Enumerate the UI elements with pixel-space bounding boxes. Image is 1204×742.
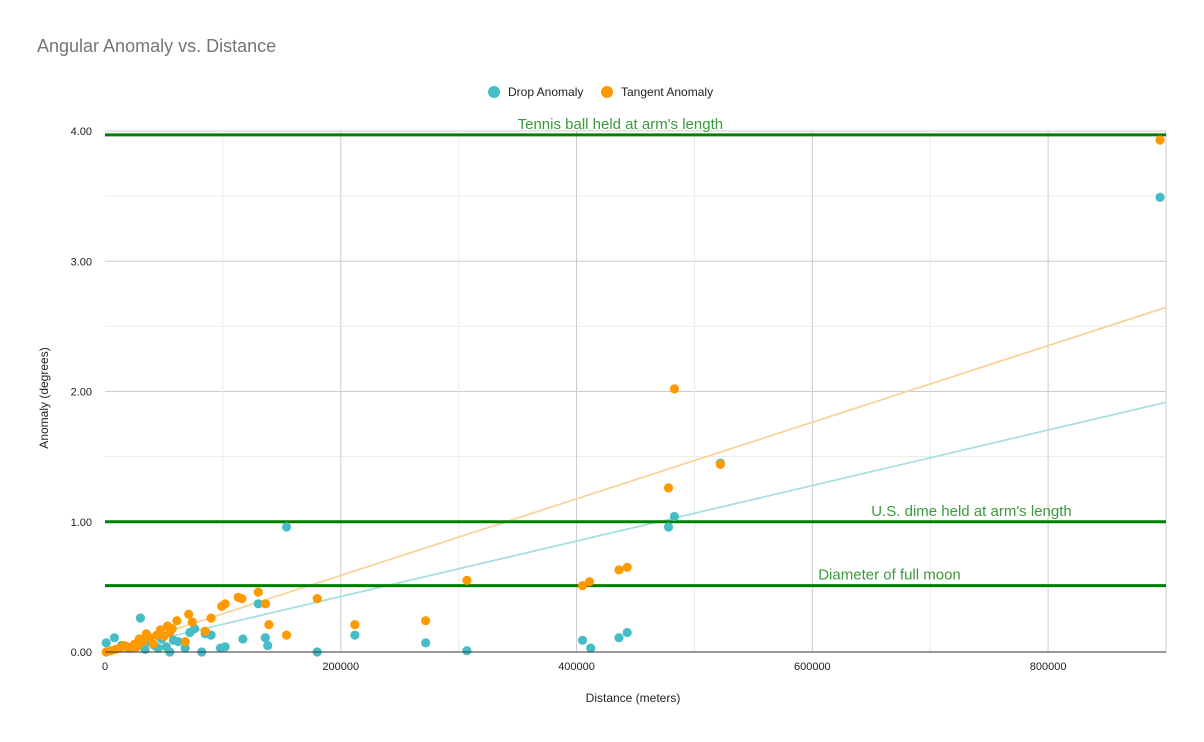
tangent-anomaly-point xyxy=(584,577,595,587)
drop-anomaly-point xyxy=(253,599,263,609)
reference-line-label: U.S. dime held at arm's length xyxy=(871,503,1071,520)
tangent-anomaly-point xyxy=(281,630,292,640)
drop-anomaly-point xyxy=(614,633,624,643)
drop-anomaly-point xyxy=(140,644,150,655)
drop-anomaly-point xyxy=(263,640,273,651)
chart-title: Angular Anomaly vs. Distance xyxy=(37,36,277,56)
tangent-anomaly-point xyxy=(614,565,624,575)
reference-line-label: Tennis ball held at arm's length xyxy=(518,116,723,133)
tangent-anomaly-point xyxy=(669,384,680,394)
tangent-anomaly-point xyxy=(715,459,726,469)
reference-lines: Tennis ball held at arm's length U.S. dim… xyxy=(105,116,1166,588)
tangent-anomaly-point xyxy=(253,587,263,597)
data-points xyxy=(101,135,1165,657)
drop-anomaly-point xyxy=(281,522,292,532)
x-tick-label: 400000 xyxy=(558,661,595,673)
trendlines xyxy=(104,306,1167,653)
tangent-anomaly-point xyxy=(180,637,190,647)
tangent-anomaly-point xyxy=(184,609,194,619)
tangent-anomaly-point xyxy=(167,624,177,634)
tangent-anomaly-point xyxy=(622,562,632,572)
drop-anomaly-point xyxy=(421,638,431,648)
tangent-anomaly-point xyxy=(462,575,472,586)
drop-anomaly-point xyxy=(663,522,674,532)
drop-anomaly-point xyxy=(586,643,596,653)
tangent-anomaly-point xyxy=(237,594,247,604)
y-tick-label: 1.00 xyxy=(71,517,92,529)
y-tick-label: 4.00 xyxy=(71,126,92,138)
gridlines xyxy=(105,130,1167,652)
legend-label-tangent: Tangent Anomaly xyxy=(621,85,713,99)
tangent-anomaly-point xyxy=(187,617,197,627)
drop-anomaly-point xyxy=(669,511,680,522)
x-axis-label: Distance (meters) xyxy=(586,691,681,705)
legend-label-drop: Drop Anomaly xyxy=(508,85,583,99)
tangent-anomaly-point xyxy=(350,620,360,630)
x-tick-label: 800000 xyxy=(1030,661,1067,673)
drop-anomaly-point xyxy=(109,633,119,643)
drop-anomaly-point xyxy=(577,635,588,645)
tangent-anomaly-point xyxy=(148,639,158,649)
drop-anomaly-point xyxy=(173,637,183,647)
tangent-anomaly-point xyxy=(172,616,182,626)
tangent-anomaly-point xyxy=(663,483,674,493)
drop-anomaly-point xyxy=(1155,192,1165,202)
y-tick-label: 2.00 xyxy=(71,387,92,399)
legend-marker-tangent xyxy=(601,86,613,98)
drop-anomaly-point xyxy=(238,634,248,644)
x-tick-label: 0 xyxy=(102,661,108,673)
tangent-anomaly-point xyxy=(264,620,274,630)
drop-anomaly-point xyxy=(135,613,145,623)
tangent-anomaly-point xyxy=(220,599,230,609)
tangent-anomaly-point xyxy=(206,613,216,623)
tangent-anomaly-point xyxy=(312,594,322,604)
y-axis-label: Anomaly (degrees) xyxy=(37,347,51,448)
drop-anomaly-point xyxy=(350,630,360,640)
x-tick-label: 600000 xyxy=(794,661,831,673)
x-tick-label: 200000 xyxy=(322,661,359,673)
drop-anomaly-point xyxy=(180,643,190,653)
legend-marker-drop xyxy=(488,86,500,98)
tangent-anomaly-point xyxy=(421,616,431,626)
trendline xyxy=(104,306,1167,653)
axis-ticks: 0.00 1.00 2.00 3.00 4.00 0 200000 400000 600000 8… xyxy=(71,126,1067,673)
drop-anomaly-point xyxy=(101,638,111,648)
tangent-anomaly-point xyxy=(260,599,270,609)
tangent-anomaly-point xyxy=(132,642,142,652)
tangent-anomaly-point xyxy=(1155,135,1165,145)
y-tick-label: 3.00 xyxy=(71,256,92,268)
tangent-anomaly-point xyxy=(577,581,588,591)
y-tick-label: 0.00 xyxy=(71,647,92,659)
tangent-anomaly-point xyxy=(200,626,210,636)
drop-anomaly-point xyxy=(220,642,230,652)
legend[interactable]: Drop Anomaly Tangent Anomaly xyxy=(488,85,713,99)
drop-anomaly-point xyxy=(462,646,472,656)
trendline xyxy=(104,401,1167,653)
drop-anomaly-point xyxy=(260,633,270,643)
drop-anomaly-point xyxy=(622,627,632,638)
reference-line-label: Diameter of full moon xyxy=(818,567,961,584)
tangent-anomaly-point xyxy=(138,637,148,647)
